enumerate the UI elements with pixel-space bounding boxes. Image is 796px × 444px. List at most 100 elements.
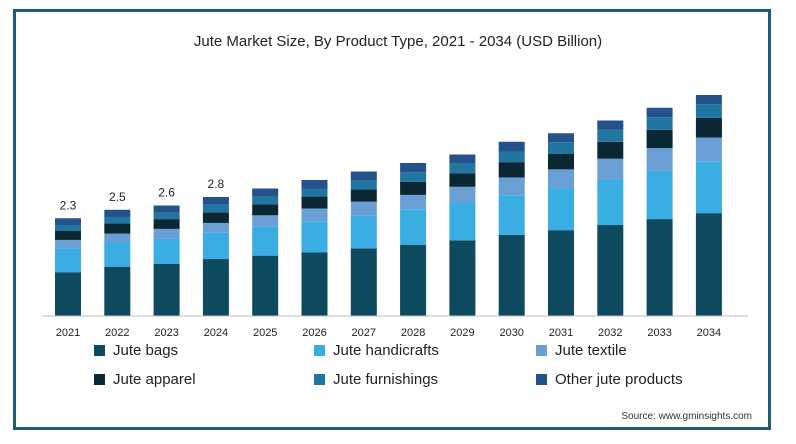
- x-tick-label-2027: 2027: [352, 327, 376, 339]
- bar-2026-other-jute-products: [301, 180, 328, 189]
- legend-item-jute-bags: Jute bags: [94, 342, 178, 359]
- bar-2024-jute-handicrafts: [202, 232, 229, 260]
- legend-swatch: [536, 374, 547, 385]
- total-label-2024: 2.8: [208, 177, 225, 191]
- x-tick-label-2021: 2021: [56, 327, 80, 339]
- bar-2025-jute-apparel: [252, 204, 279, 216]
- bar-2027-jute-textile: [350, 201, 377, 216]
- bar-2030-jute-textile: [498, 177, 525, 196]
- total-label-2022: 2.5: [109, 190, 126, 204]
- legend-item-jute-textile: Jute textile: [536, 342, 627, 359]
- bar-2028-jute-bags: [400, 245, 427, 316]
- chart-frame: [13, 9, 771, 430]
- bar-2034-jute-handicrafts: [695, 161, 722, 214]
- bar-2022-jute-furnishings: [104, 216, 131, 224]
- bar-2021-jute-apparel: [55, 231, 81, 240]
- legend-item-other-jute-products: Other jute products: [536, 371, 683, 388]
- bar-2025-jute-bags: [252, 255, 279, 316]
- legend-label: Jute furnishings: [333, 371, 439, 388]
- x-tick-label-2029: 2029: [450, 327, 474, 339]
- bar-stack-group: [55, 95, 722, 316]
- bar-2026-jute-textile: [301, 208, 328, 222]
- bar-2024-other-jute-products: [202, 197, 229, 205]
- bar-2034-other-jute-products: [695, 95, 722, 105]
- legend-swatch: [314, 374, 325, 385]
- bar-2032-jute-textile: [597, 158, 624, 180]
- bar-2025-other-jute-products: [252, 188, 279, 197]
- bar-2026-jute-bags: [301, 252, 328, 316]
- legend-label: Jute handicrafts: [333, 342, 439, 359]
- legend-swatch: [536, 345, 547, 356]
- bar-2027-jute-handicrafts: [350, 215, 377, 249]
- bar-2022-jute-bags: [104, 266, 131, 316]
- x-tick-label-2026: 2026: [302, 327, 326, 339]
- x-tick-label-2031: 2031: [549, 327, 573, 339]
- x-tick-label-2025: 2025: [253, 327, 277, 339]
- bar-2034-jute-bags: [695, 213, 722, 316]
- total-label-2021: 2.3: [60, 198, 77, 212]
- legend-label: Other jute products: [555, 371, 683, 388]
- bar-2028-jute-handicrafts: [400, 209, 427, 246]
- legend-swatch: [94, 374, 105, 385]
- bar-2028-other-jute-products: [400, 163, 427, 173]
- bar-2030-jute-bags: [498, 234, 525, 316]
- bar-2029-jute-bags: [449, 240, 476, 316]
- bar-2034-jute-textile: [695, 137, 722, 162]
- bar-2023-jute-textile: [153, 228, 180, 239]
- x-tick-label-2022: 2022: [105, 327, 129, 339]
- bar-2028-jute-apparel: [400, 181, 427, 195]
- bar-2022-jute-handicrafts: [104, 242, 131, 267]
- bar-2028-jute-textile: [400, 194, 427, 210]
- bar-2033-jute-apparel: [646, 129, 673, 149]
- bar-2024-jute-furnishings: [202, 204, 229, 213]
- bar-2022-jute-textile: [104, 233, 131, 243]
- bar-2027-jute-bags: [350, 248, 377, 316]
- bar-2030-jute-furnishings: [498, 151, 525, 163]
- bar-2033-jute-handicrafts: [646, 170, 673, 220]
- bar-2031-jute-bags: [548, 230, 574, 316]
- bar-2033-jute-bags: [646, 219, 673, 316]
- bar-2025-jute-textile: [252, 215, 279, 227]
- bar-2031-jute-textile: [548, 169, 574, 189]
- x-tick-label-2033: 2033: [647, 327, 671, 339]
- x-tick-label-2028: 2028: [401, 327, 425, 339]
- bar-2032-other-jute-products: [597, 120, 624, 130]
- bar-2034-jute-furnishings: [695, 104, 722, 118]
- legend-label: Jute apparel: [113, 371, 196, 388]
- bar-2031-jute-apparel: [548, 153, 574, 170]
- bar-2030-other-jute-products: [498, 141, 525, 152]
- bar-2030-jute-handicrafts: [498, 195, 525, 235]
- bar-2021-other-jute-products: [55, 218, 81, 226]
- bar-2032-jute-bags: [597, 225, 624, 316]
- legend-item-jute-handicrafts: Jute handicrafts: [314, 342, 439, 359]
- bar-2032-jute-furnishings: [597, 129, 624, 142]
- bar-2029-other-jute-products: [449, 154, 476, 164]
- bar-2023-jute-bags: [153, 263, 180, 316]
- bar-2033-jute-furnishings: [646, 117, 673, 130]
- bar-2033-other-jute-products: [646, 107, 673, 118]
- bar-2024-jute-bags: [202, 259, 229, 316]
- legend-label: Jute bags: [113, 342, 179, 359]
- bar-2029-jute-textile: [449, 186, 476, 203]
- total-label-2023: 2.6: [158, 186, 175, 200]
- legend-item-jute-apparel: Jute apparel: [94, 371, 196, 388]
- bar-2027-jute-furnishings: [350, 180, 377, 190]
- bar-2022-other-jute-products: [104, 209, 131, 217]
- bar-2032-jute-apparel: [597, 141, 624, 159]
- bar-2026-jute-apparel: [301, 196, 328, 209]
- chart-title: Jute Market Size, By Product Type, 2021 …: [193, 33, 603, 50]
- bar-2026-jute-furnishings: [301, 188, 328, 197]
- bar-2031-jute-furnishings: [548, 142, 574, 154]
- total-labels-group: 2.3 2.5 2.6 2.8: [60, 177, 225, 212]
- legend-swatch: [94, 345, 105, 356]
- x-tick-label-2032: 2032: [598, 327, 622, 339]
- bar-2033-jute-textile: [646, 148, 673, 171]
- bar-2021-jute-furnishings: [55, 225, 81, 231]
- bar-2027-jute-apparel: [350, 189, 377, 202]
- bar-2023-other-jute-products: [153, 205, 180, 213]
- legend-swatch: [314, 345, 325, 356]
- bar-2031-other-jute-products: [548, 133, 574, 143]
- bar-2029-jute-handicrafts: [449, 202, 476, 241]
- bar-2023-jute-furnishings: [153, 212, 180, 220]
